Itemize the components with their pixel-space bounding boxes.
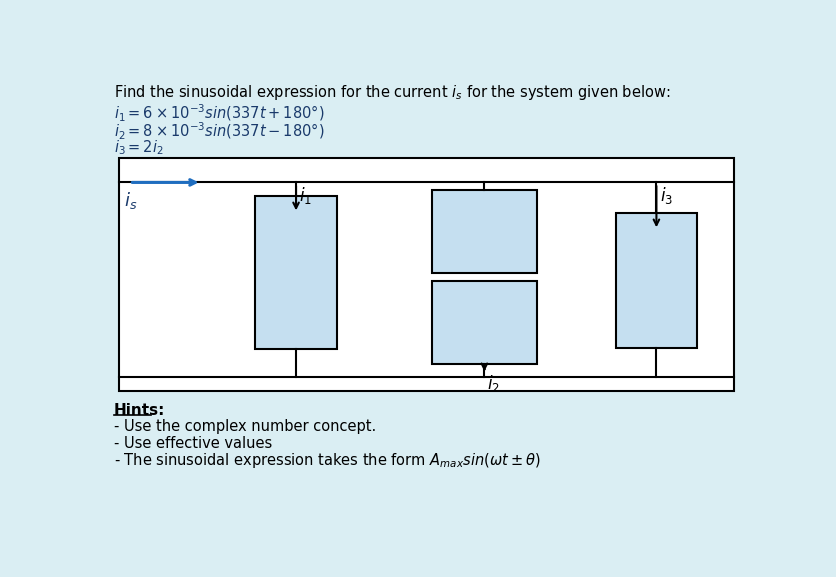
Text: $i_3$: $i_3$ xyxy=(659,185,672,206)
Text: $i_2$: $i_2$ xyxy=(487,373,500,394)
Text: - Use the complex number concept.: - Use the complex number concept. xyxy=(114,419,375,434)
FancyBboxPatch shape xyxy=(431,190,536,273)
Text: Hints:: Hints: xyxy=(114,403,165,418)
Text: $i_2 = 8 \times 10^{-3}\mathit{sin}(337t - 180°)$: $i_2 = 8 \times 10^{-3}\mathit{sin}(337t… xyxy=(114,121,324,142)
FancyBboxPatch shape xyxy=(255,196,336,349)
FancyBboxPatch shape xyxy=(615,213,696,348)
Text: $i_1 = 6 \times 10^{-3}\mathit{sin}(337t + 180°)$: $i_1 = 6 \times 10^{-3}\mathit{sin}(337t… xyxy=(114,103,324,124)
Text: Find the sinusoidal expression for the current $i_s$ for the system given below:: Find the sinusoidal expression for the c… xyxy=(114,83,670,102)
Text: $i_3 = 2i_2$: $i_3 = 2i_2$ xyxy=(114,138,164,158)
FancyBboxPatch shape xyxy=(119,158,733,391)
Text: $i_1$: $i_1$ xyxy=(298,185,312,206)
Text: - Use effective values: - Use effective values xyxy=(114,436,272,451)
Text: - The sinusoidal expression takes the form $A_{max}\mathit{sin}(\omega t \pm \th: - The sinusoidal expression takes the fo… xyxy=(114,451,540,470)
FancyBboxPatch shape xyxy=(431,281,536,364)
Text: $i_s$: $i_s$ xyxy=(124,190,137,211)
